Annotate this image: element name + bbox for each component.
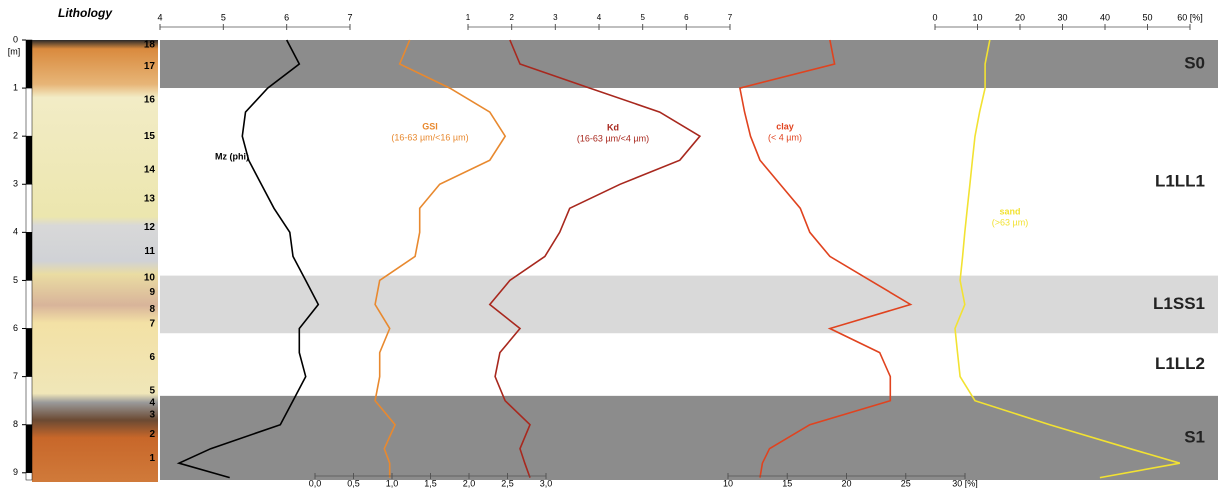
plot: Mz (phi) GSI(16-63 µm/<16 µm) Kd(16-63 µm/… xyxy=(176,39,1181,479)
depth-scale-bar xyxy=(25,424,33,474)
depth-scale-bar xyxy=(25,280,33,329)
unit-band xyxy=(160,40,1218,89)
lithology-column xyxy=(32,40,158,482)
curve-label: Kd xyxy=(607,122,619,132)
axis-tick-label: 15 xyxy=(782,478,792,488)
axis-tick-label: 25 xyxy=(901,478,911,488)
depth-scale-bar xyxy=(25,472,33,481)
axis-tick-label: 7 xyxy=(728,13,733,22)
curve-label-range: (16-63 µm/<4 µm) xyxy=(577,133,649,143)
layer-number: 11 xyxy=(144,246,155,257)
layer-number: 10 xyxy=(144,273,156,284)
curve-label-range: (16-63 µm/<16 µm) xyxy=(391,132,468,142)
depth-tick-label: 1 xyxy=(13,82,18,92)
axis-tick-label: 50 xyxy=(1142,12,1152,22)
depth-scale-bar xyxy=(25,328,33,377)
depth-scale-bar xyxy=(25,39,33,89)
axis-tick-label: 6 xyxy=(684,13,689,22)
layer-number: 17 xyxy=(144,61,156,72)
layer-number: 12 xyxy=(144,222,156,233)
depth-tick-label: 0 xyxy=(13,34,18,44)
profile-curve xyxy=(488,39,702,478)
axis-tick-label: 20 xyxy=(841,478,851,488)
layer-number: 3 xyxy=(149,410,155,421)
axis-tick-label: 4 xyxy=(597,13,602,22)
curve-label-range: (>63 µm) xyxy=(992,217,1028,227)
curve-label: Mz (phi) xyxy=(215,151,249,161)
unit-band xyxy=(160,275,1218,334)
axis-tick-label: 0,5 xyxy=(347,478,360,488)
layer-number: 6 xyxy=(149,352,155,363)
axis-tick-label: 3,0 xyxy=(540,478,553,488)
depth-tick-label: 4 xyxy=(13,227,18,237)
axis-tick-label: 1,0 xyxy=(386,478,399,488)
axis-tick-label: 20 xyxy=(1015,12,1025,22)
axis-tick-label: 30 xyxy=(1057,12,1067,22)
axis-tick-label: 5 xyxy=(221,12,226,22)
depth-scale-bar xyxy=(25,135,33,185)
axis-tick-label: 2 xyxy=(509,13,514,22)
unit-label: S1 xyxy=(1184,427,1205,446)
depth-unit: [m] xyxy=(8,46,21,56)
depth-tick-label: 3 xyxy=(13,179,18,189)
axis-tick-label: 60 [%] xyxy=(1177,12,1203,22)
layer-number: 5 xyxy=(149,386,155,397)
layer-number: 9 xyxy=(149,287,155,298)
unit-label: L1SS1 xyxy=(1153,294,1205,313)
curve-label: GSI xyxy=(422,121,438,131)
unit-label: L1LL1 xyxy=(1155,171,1205,190)
profile-curve xyxy=(738,39,913,478)
axis-tick-label: 40 xyxy=(1100,12,1110,22)
axis-tick-label: 3 xyxy=(553,13,558,22)
depth-scale-bar xyxy=(25,87,33,137)
profile-curve xyxy=(374,39,507,478)
depth-tick-label: 9 xyxy=(13,467,18,477)
axis-tick-label: 10 xyxy=(723,478,733,488)
depth-tick-label: 6 xyxy=(13,323,18,333)
axis-tick-label: 30 [%] xyxy=(952,478,978,488)
layer-number: 14 xyxy=(144,164,156,175)
axis-tick-label: 0,0 xyxy=(309,478,322,488)
unit-band xyxy=(160,395,1218,480)
layer-number: 2 xyxy=(149,429,155,440)
depth-tick-label: 7 xyxy=(13,371,18,381)
axis-tick-label: 6 xyxy=(284,12,289,22)
axis-tick-label: 2,5 xyxy=(501,478,514,488)
lithology-title: Lithology xyxy=(58,6,113,20)
layer-number: 4 xyxy=(149,398,155,409)
depth-tick-label: 2 xyxy=(13,131,18,141)
unit-band xyxy=(160,333,1218,396)
layer-number: 13 xyxy=(144,193,156,204)
depth-scale-bar xyxy=(25,232,33,281)
axis-tick-label: 1 xyxy=(466,13,471,22)
profile-curve xyxy=(954,39,1181,479)
layer-number: 8 xyxy=(149,304,155,315)
layer-number: 15 xyxy=(144,131,156,142)
axis-tick-label: 4 xyxy=(157,12,162,22)
layer-number: 7 xyxy=(149,318,155,329)
curve-label: clay xyxy=(776,121,794,131)
axis-tick-label: 7 xyxy=(347,12,352,22)
unit-label: S0 xyxy=(1184,54,1205,73)
units: S0 L1LL1 L1SS1 L1LL2 S1 xyxy=(160,40,1218,480)
depth-tick-label: 5 xyxy=(13,275,18,285)
axis-tick-label: 1,5 xyxy=(424,478,437,488)
depth-scale-bar xyxy=(25,376,33,425)
layer-number: 16 xyxy=(144,95,156,106)
axis-tick-label: 10 xyxy=(972,12,982,22)
unit-band xyxy=(160,88,1218,276)
axis-tick-label: 0 xyxy=(932,12,937,22)
depth-tick-label: 8 xyxy=(13,419,18,429)
curve-label: sand xyxy=(999,206,1020,216)
unit-label: L1LL2 xyxy=(1155,354,1205,373)
layer-number: 1 xyxy=(149,453,155,464)
axis-tick-label: 2,0 xyxy=(463,478,476,488)
layer-number: 18 xyxy=(144,39,156,50)
curve-label-range: (< 4 µm) xyxy=(768,132,802,142)
depth-scale-bar xyxy=(25,184,33,233)
axis-tick-label: 5 xyxy=(640,13,645,22)
profile-curve xyxy=(176,39,320,479)
